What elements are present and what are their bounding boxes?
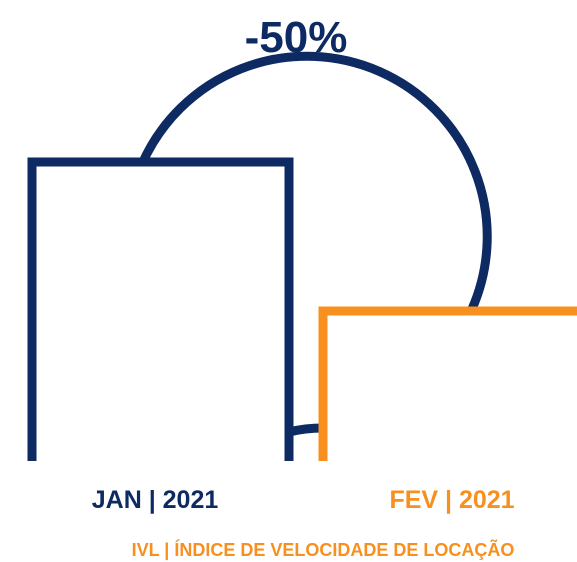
bar-jan-2021 — [27, 157, 294, 485]
change-connector-arc — [137, 51, 492, 311]
chart-subtitle: IVL | ÍNDICE DE VELOCIDADE DE LOCAÇÃO — [132, 539, 515, 560]
category-label-jan-2021: JAN | 2021 — [92, 486, 219, 514]
connector-link — [287, 423, 324, 437]
bar-fev-2021 — [318, 306, 577, 485]
percent-change-label: -50% — [245, 13, 348, 62]
baseline-mask — [0, 461, 577, 562]
category-label-fev-2021: FEV | 2021 — [389, 486, 514, 514]
